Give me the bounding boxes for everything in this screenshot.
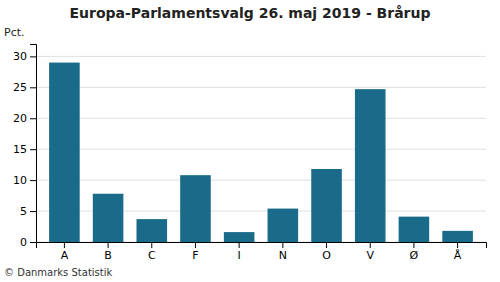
x-tick-label: B [104,249,112,262]
grid-line [36,149,486,150]
y-tick-mark [30,211,36,212]
x-tick-label: I [238,249,241,262]
x-tick-label: C [148,249,156,262]
y-axis-line [30,45,37,243]
x-tick-mark [370,242,371,248]
x-axis: ABCFINOVØÅ [37,242,487,262]
y-tick-label: 20 [13,112,27,125]
x-tick: I [238,242,241,262]
y-tick-label: 5 [20,205,27,218]
x-tick-mark [64,242,65,248]
x-tick-mark [326,242,327,248]
x-tick-label: F [192,249,198,262]
x-tick: O [322,242,331,262]
y-tick: 0 [20,236,36,249]
bar [224,232,255,242]
x-tick-mark [195,242,196,248]
bar [180,175,211,242]
x-tick-label: Ø [410,249,419,262]
bar [136,219,167,242]
y-tick-label: 0 [20,236,27,249]
bar [355,89,386,242]
x-tick-mark [239,242,240,248]
grid-line [36,87,486,88]
y-tick: 10 [13,174,36,187]
y-tick-label: 30 [13,50,27,63]
bar [311,169,342,242]
x-tick: C [148,242,156,262]
x-tick-mark [457,242,458,248]
x-tick-mark [151,242,152,248]
grid-line [36,180,486,181]
x-tick-label: V [366,249,374,262]
x-tick-label: O [322,249,331,262]
y-tick: 30 [13,50,36,63]
x-tick-label: N [279,249,287,262]
y-tick-mark [30,87,36,88]
chart-svg: Europa-Parlamentsvalg 26. maj 2019 - Brå… [0,0,500,282]
x-tick: F [192,242,198,262]
bars [49,63,473,242]
x-tick-mark [108,242,109,248]
footer: © Danmarks Statistik [4,267,113,278]
y-axis-label: Pct. [4,26,25,39]
y-axis: 0 5 10 15 20 25 30 [13,45,37,250]
grid-line [36,118,486,119]
y-tick-label: 10 [13,174,27,187]
y-tick-mark [30,149,36,150]
y-tick-mark [30,242,36,243]
x-tick-mark [282,242,283,248]
x-tick: Ø [410,242,419,262]
bar [268,209,299,242]
bar [399,217,430,242]
y-tick: 20 [13,112,36,125]
y-tick: 25 [13,81,36,94]
y-tick: 15 [13,143,36,156]
grid-line [36,56,486,57]
grid [36,56,486,242]
x-tick: A [61,242,69,262]
y-tick-mark [30,180,36,181]
x-tick: V [366,242,374,262]
x-tick-mark [413,242,414,248]
x-tick-label: Å [454,249,462,262]
x-axis-line [37,243,487,249]
bar [442,231,473,242]
title: Europa-Parlamentsvalg 26. maj 2019 - Brå… [70,5,431,21]
chart-container: Europa-Parlamentsvalg 26. maj 2019 - Brå… [0,0,500,282]
y-tick: 5 [20,205,36,218]
y-tick-mark [30,56,36,57]
y-tick-mark [30,118,36,119]
x-tick: B [104,242,112,262]
x-tick-label: A [61,249,69,262]
bar [93,194,124,242]
x-tick: Å [454,242,462,262]
x-tick: N [279,242,287,262]
y-tick-label: 15 [13,143,27,156]
y-tick-label: 25 [13,81,27,94]
bar [49,63,80,242]
